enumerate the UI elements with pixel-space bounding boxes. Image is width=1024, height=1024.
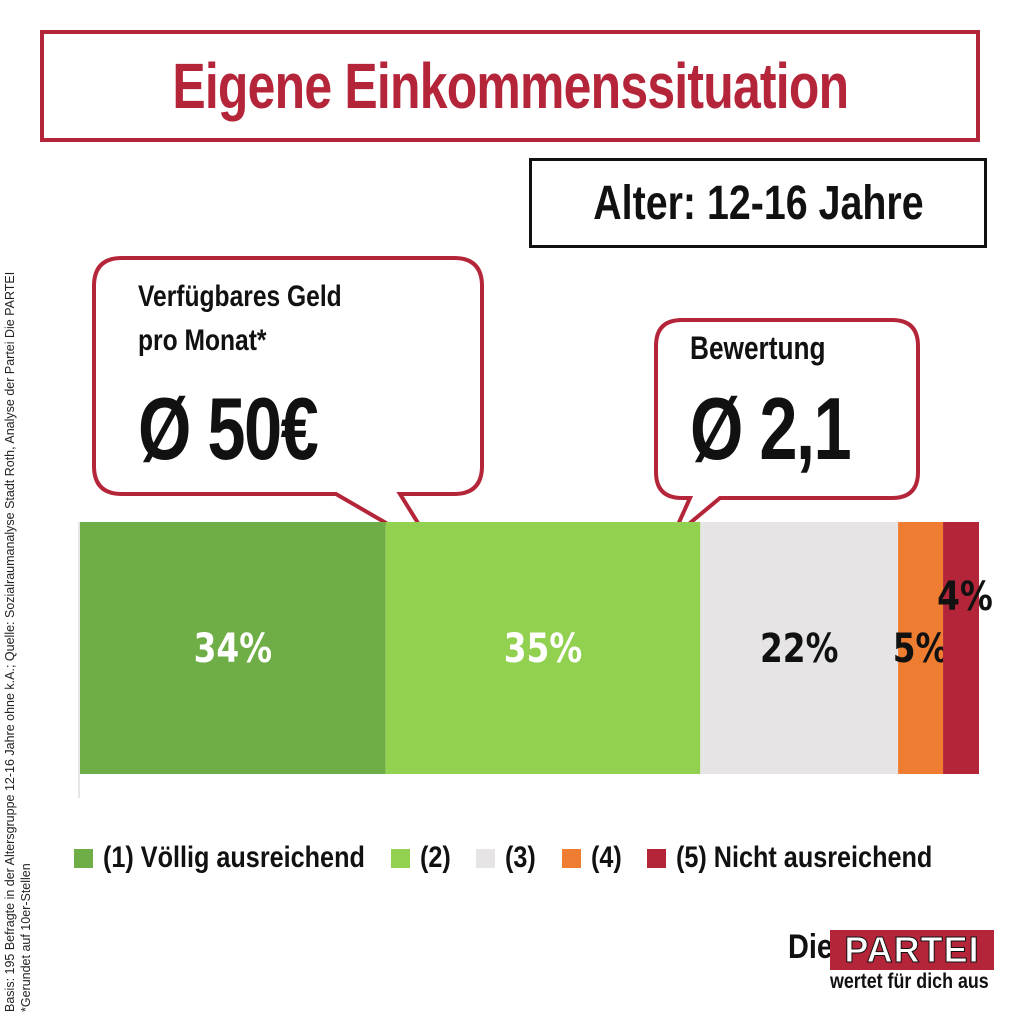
die-partei-logo: Die PARTEI wertet für dich aus [788,928,998,998]
legend-item-2: (2) [390,841,451,875]
legend-item-1: (1) Völlig ausreichend [74,841,365,875]
rating-callout-bubble [654,318,920,540]
subtitle-box: Alter: 12-16 Jahre [529,158,987,248]
bar-label-3: 22% [760,625,838,672]
legend-label-3: (3) [505,841,536,874]
chart-legend: (1) Völlig ausreichend (2) (3) (4) (5) Nicht… [74,836,958,880]
legend-swatch-2 [390,848,410,868]
legend-label-5: (5) Nicht ausreichend [676,841,933,874]
logo-die-text: Die [788,928,833,966]
legend-item-5: (5) Nicht ausreichend [647,841,932,875]
rating-callout-label: Bewertung [690,330,826,366]
legend-swatch-1 [74,848,93,868]
money-callout-label-line2: pro Monat* [138,324,267,357]
bar-segment-5 [943,522,979,774]
bar-label-2: 35% [504,625,582,672]
bar-segment-1 [80,522,386,774]
legend-label-2: (2) [419,841,451,874]
legend-swatch-5 [647,848,667,868]
bar-label-1: 34% [194,625,272,672]
bar-segment-3 [700,522,899,774]
bar-segment-2 [385,522,701,774]
logo-partei-text: PARTEI [830,929,994,971]
bar-label-5: 4% [937,573,993,620]
legend-item-3: (3) [476,841,536,875]
money-callout-label-line1: Verfügbares Geld [138,280,342,313]
legend-item-4: (4) [561,841,622,875]
money-callout-label: Verfügbares Geld pro Monat* [138,275,342,363]
chart-subtitle: Alter: 12-16 Jahre [592,176,924,230]
legend-swatch-4 [561,848,581,868]
legend-label-4: (4) [590,841,622,874]
legend-swatch-3 [476,848,496,868]
rating-callout-value: Ø 2,1 [690,379,852,478]
title-box: Eigene Einkommenssituation [40,30,980,142]
chart-title: Eigene Einkommenssituation [172,50,849,122]
logo-tagline: wertet für dich aus [830,970,989,993]
bar-label-4: 5% [893,625,949,672]
money-callout-value: Ø 50€ [138,379,319,478]
bar-segment-4 [898,522,944,774]
legend-label-1: (1) Völlig ausreichend [103,841,365,874]
